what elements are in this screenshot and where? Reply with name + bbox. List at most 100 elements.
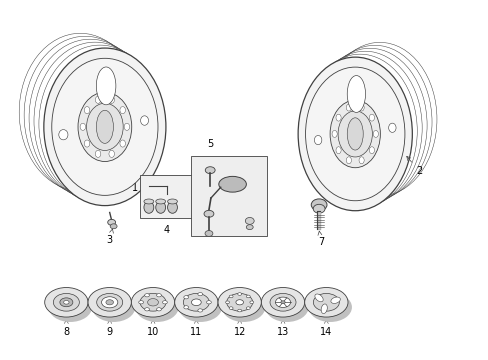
Ellipse shape — [245, 217, 254, 224]
Ellipse shape — [174, 288, 218, 317]
Ellipse shape — [52, 58, 158, 195]
Ellipse shape — [313, 293, 339, 311]
Ellipse shape — [237, 309, 241, 312]
Ellipse shape — [60, 298, 73, 307]
Ellipse shape — [84, 140, 90, 147]
Ellipse shape — [261, 288, 304, 317]
Ellipse shape — [358, 157, 364, 164]
Text: 11: 11 — [190, 320, 202, 337]
Ellipse shape — [156, 202, 165, 213]
Ellipse shape — [305, 67, 404, 201]
Ellipse shape — [308, 292, 351, 322]
Ellipse shape — [95, 150, 101, 157]
Ellipse shape — [162, 301, 167, 304]
Ellipse shape — [229, 295, 233, 298]
Ellipse shape — [330, 297, 340, 303]
Ellipse shape — [183, 306, 188, 309]
Ellipse shape — [48, 292, 92, 322]
Ellipse shape — [269, 293, 295, 311]
Ellipse shape — [205, 167, 215, 174]
Ellipse shape — [140, 293, 166, 311]
Ellipse shape — [120, 107, 125, 114]
Ellipse shape — [313, 204, 325, 213]
Ellipse shape — [304, 288, 347, 317]
Ellipse shape — [191, 299, 201, 306]
Ellipse shape — [109, 96, 114, 103]
Ellipse shape — [110, 224, 117, 229]
Ellipse shape — [144, 294, 149, 297]
Ellipse shape — [183, 296, 188, 299]
Text: 1: 1 — [125, 177, 138, 193]
Ellipse shape — [218, 288, 261, 317]
Text: 3: 3 — [106, 229, 113, 245]
Ellipse shape — [120, 140, 125, 147]
Ellipse shape — [135, 292, 178, 322]
Ellipse shape — [102, 297, 118, 308]
Ellipse shape — [246, 295, 250, 298]
Ellipse shape — [141, 116, 148, 125]
Ellipse shape — [335, 147, 341, 154]
Text: 7: 7 — [317, 231, 324, 247]
Ellipse shape — [337, 111, 371, 157]
Ellipse shape — [44, 288, 88, 317]
Ellipse shape — [59, 130, 68, 140]
Ellipse shape — [198, 293, 202, 296]
Ellipse shape — [226, 293, 252, 311]
Ellipse shape — [314, 294, 323, 302]
FancyBboxPatch shape — [140, 175, 192, 218]
Ellipse shape — [249, 301, 253, 303]
Ellipse shape — [358, 104, 364, 111]
Ellipse shape — [124, 123, 129, 130]
Text: 5: 5 — [206, 139, 213, 149]
Ellipse shape — [143, 202, 153, 213]
Ellipse shape — [95, 96, 101, 103]
Text: 12: 12 — [233, 320, 245, 337]
Text: 13: 13 — [276, 320, 288, 337]
Ellipse shape — [368, 114, 374, 121]
Ellipse shape — [265, 292, 308, 322]
Text: 9: 9 — [106, 320, 113, 337]
Ellipse shape — [225, 301, 229, 303]
Ellipse shape — [235, 300, 243, 305]
Ellipse shape — [96, 67, 116, 105]
Ellipse shape — [203, 210, 213, 217]
Ellipse shape — [298, 57, 411, 211]
Ellipse shape — [156, 308, 161, 311]
Ellipse shape — [246, 307, 250, 310]
Text: 2: 2 — [406, 156, 422, 176]
Ellipse shape — [346, 118, 363, 150]
Ellipse shape — [331, 130, 337, 138]
Ellipse shape — [372, 130, 378, 138]
Ellipse shape — [78, 92, 131, 162]
Ellipse shape — [346, 157, 351, 164]
Ellipse shape — [388, 123, 395, 132]
Ellipse shape — [109, 150, 114, 157]
Ellipse shape — [44, 48, 165, 206]
Ellipse shape — [346, 76, 365, 112]
Ellipse shape — [280, 301, 285, 304]
Ellipse shape — [218, 176, 246, 192]
Ellipse shape — [147, 298, 158, 306]
Text: 4: 4 — [163, 225, 169, 235]
Ellipse shape — [97, 293, 122, 311]
Text: 8: 8 — [63, 320, 69, 337]
Ellipse shape — [311, 199, 326, 211]
Ellipse shape — [96, 110, 113, 143]
FancyBboxPatch shape — [190, 156, 266, 236]
Ellipse shape — [63, 301, 69, 304]
Ellipse shape — [84, 107, 90, 114]
Ellipse shape — [167, 199, 177, 204]
Ellipse shape — [131, 288, 174, 317]
Ellipse shape — [204, 230, 212, 237]
Ellipse shape — [107, 219, 115, 225]
Ellipse shape — [88, 288, 131, 317]
Ellipse shape — [346, 104, 351, 111]
Ellipse shape — [80, 123, 85, 130]
Ellipse shape — [92, 292, 135, 322]
Ellipse shape — [139, 301, 143, 304]
Ellipse shape — [178, 292, 222, 322]
Ellipse shape — [275, 297, 290, 307]
Text: 14: 14 — [320, 320, 332, 337]
Ellipse shape — [183, 293, 209, 311]
Ellipse shape — [156, 294, 161, 297]
